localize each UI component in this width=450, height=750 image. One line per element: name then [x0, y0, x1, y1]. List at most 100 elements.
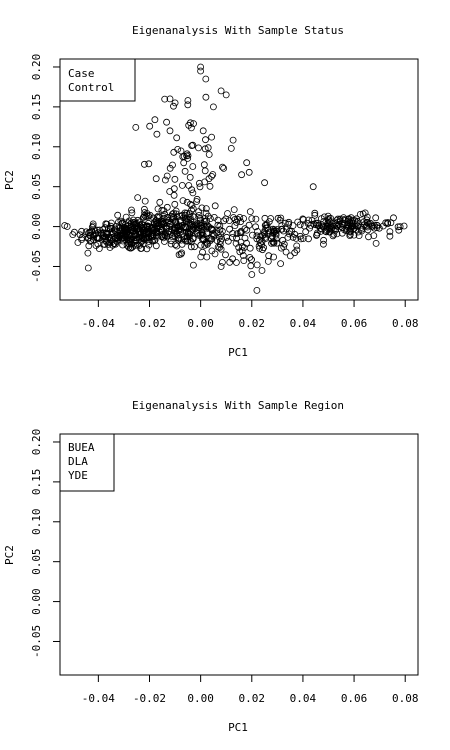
data-point [170, 102, 177, 110]
data-point [273, 226, 281, 233]
data-point [363, 218, 371, 226]
data-point [370, 232, 378, 240]
data-point [85, 242, 93, 250]
data-point [276, 216, 284, 224]
data-point [179, 197, 187, 205]
data-point [202, 136, 209, 144]
data-point [111, 239, 119, 247]
chart-title: Eigenanalysis With Sample Status [132, 24, 344, 37]
data-point [213, 237, 221, 245]
data-point [189, 189, 197, 197]
y-tick-label: 0.05 [30, 173, 43, 200]
data-point [185, 230, 193, 237]
data-point [123, 225, 131, 233]
data-point [163, 172, 171, 180]
data-point [330, 230, 338, 238]
data-point [173, 134, 181, 142]
data-point [190, 223, 198, 231]
data-point [196, 216, 204, 224]
data-point [197, 224, 205, 232]
data-point [189, 261, 197, 269]
data-point [187, 124, 195, 132]
data-point [195, 144, 202, 152]
data-point [149, 229, 157, 237]
y-tick-label: 0.10 [30, 134, 43, 161]
data-point [240, 257, 248, 265]
x-axis-label: PC1 [228, 721, 248, 734]
x-tick-label: 0.04 [290, 692, 317, 705]
data-point [102, 233, 110, 241]
data-point [353, 215, 360, 223]
data-point [84, 249, 92, 257]
data-point [171, 200, 179, 208]
data-point [142, 213, 150, 221]
y-tick-label: 0.00 [30, 213, 43, 240]
data-point [299, 235, 307, 242]
data-point [259, 246, 266, 254]
data-point [108, 231, 115, 238]
y-axis-ticks: -0.05 0.00 0.05 0.10 0.15 0.20 [30, 429, 60, 658]
data-point [89, 220, 97, 228]
data-point [189, 212, 197, 220]
data-point [115, 218, 122, 226]
data-point [261, 230, 269, 238]
data-point [258, 267, 266, 274]
data-point [168, 212, 176, 220]
data-point [375, 224, 383, 232]
y-tick-label: 0.10 [30, 509, 43, 536]
data-point [354, 228, 362, 236]
data-point [102, 237, 110, 244]
data-point [185, 182, 193, 189]
data-point [227, 144, 235, 152]
data-point [120, 230, 127, 238]
legend-entry: BUEA [68, 441, 95, 454]
legend-entry: YDE [68, 469, 88, 482]
data-point [119, 241, 126, 249]
data-point [204, 144, 212, 152]
data-point [154, 212, 162, 220]
data-point [319, 240, 327, 248]
y-tick-label: 0.20 [30, 429, 43, 456]
data-point [141, 197, 149, 205]
x-tick-label: 0.02 [239, 317, 266, 330]
data-point [317, 227, 325, 235]
x-tick-label: -0.02 [133, 317, 166, 330]
data-point [114, 232, 122, 240]
y-tick-label: 0.00 [30, 588, 43, 615]
data-point [172, 219, 180, 227]
data-point [184, 101, 192, 109]
data-point [241, 234, 249, 242]
data-point [152, 242, 160, 250]
data-point [138, 233, 146, 241]
data-point [120, 234, 128, 242]
data-point [314, 221, 322, 229]
data-point [386, 228, 394, 236]
data-point [339, 221, 347, 229]
data-point [231, 222, 239, 230]
data-point [257, 233, 265, 241]
data-point [382, 219, 390, 227]
data-point [168, 233, 176, 241]
data-point [163, 118, 171, 126]
data-point [199, 231, 207, 239]
data-point [91, 227, 99, 235]
data-point [302, 228, 310, 236]
data-point [252, 215, 260, 223]
data-point [268, 232, 276, 240]
data-point [154, 205, 162, 213]
data-point [238, 171, 246, 179]
data-point [210, 232, 218, 240]
data-point [343, 224, 351, 232]
x-tick-label: 0.00 [187, 692, 214, 705]
data-point [217, 245, 225, 253]
scatter-points [61, 63, 408, 294]
legend-entry: Case [68, 67, 95, 80]
data-point [216, 226, 224, 234]
data-point [171, 175, 179, 183]
data-point [261, 179, 269, 187]
data-point [197, 63, 205, 71]
data-point [282, 225, 290, 233]
data-point [143, 222, 151, 230]
data-point [191, 243, 198, 251]
data-point [289, 233, 297, 241]
